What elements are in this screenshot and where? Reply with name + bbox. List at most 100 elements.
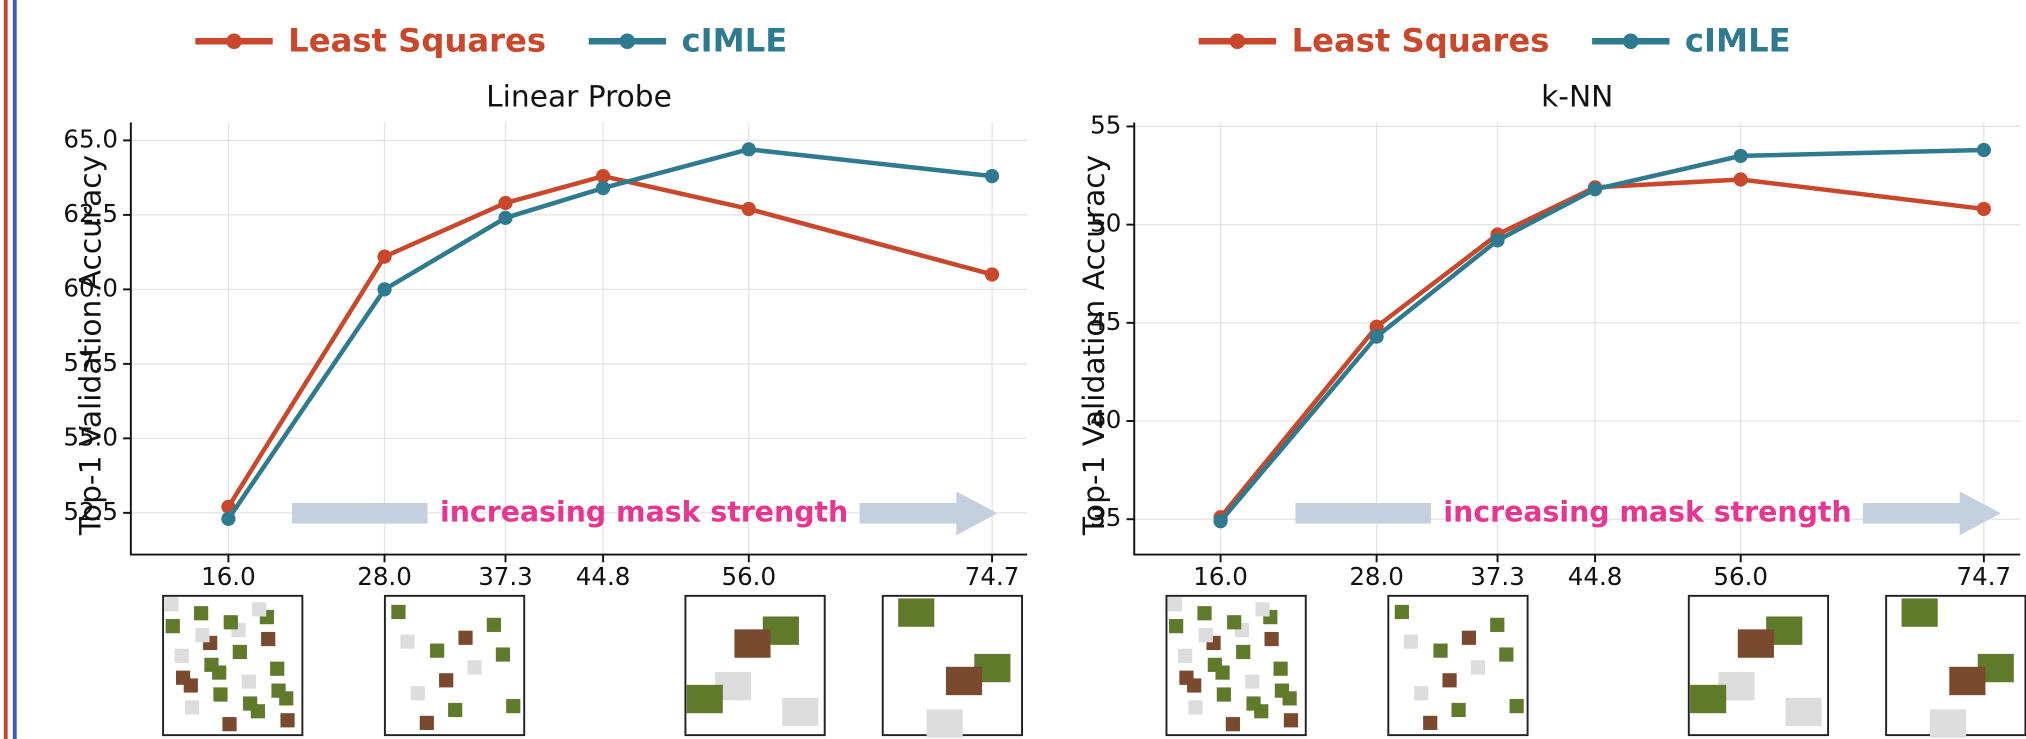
- arrow-shaft: [292, 502, 428, 524]
- y-tick-label: 55: [1090, 110, 1121, 139]
- mask-patch: [945, 666, 983, 696]
- x-tick-label: 28.0: [1349, 562, 1404, 591]
- mask-patch: [506, 699, 521, 714]
- point: [498, 195, 513, 211]
- mask-patch: [1394, 604, 1409, 620]
- x-tick-label: 74.7: [965, 562, 1020, 591]
- mask-patch: [1433, 643, 1448, 658]
- x-tick-label: 56.0: [722, 562, 777, 591]
- point: [595, 180, 611, 196]
- mask-patch: [1188, 700, 1203, 715]
- point: [741, 201, 756, 217]
- mask-patch: [1470, 660, 1486, 675]
- mask-patch: [419, 715, 434, 730]
- mask-patch: [439, 673, 454, 688]
- mask-patch: [1403, 634, 1418, 649]
- point: [1213, 514, 1228, 529]
- y-tick-label: 62.5: [63, 199, 118, 228]
- point: [221, 511, 236, 526]
- mask-patch: [174, 648, 189, 663]
- mask-patch: [495, 647, 511, 662]
- mask-patch: [1423, 715, 1438, 730]
- chart-title: k-NN: [1541, 79, 1613, 114]
- mask-patch: [1901, 598, 1938, 627]
- arrow-head: [859, 491, 998, 536]
- legend-label: cIMLE: [682, 22, 788, 60]
- mask-patch: [1198, 628, 1213, 643]
- mask-patch: [223, 615, 238, 630]
- mask-patch: [898, 598, 935, 627]
- mask-patch: [1949, 666, 1986, 696]
- mask-patch: [1216, 687, 1231, 702]
- mask-patch: [175, 670, 191, 685]
- point: [1369, 319, 1384, 334]
- mask-patch: [232, 644, 247, 660]
- mask-patch: [448, 702, 463, 718]
- mask-patch: [1490, 617, 1505, 632]
- point: [1733, 148, 1748, 164]
- legend-marker: [226, 33, 242, 50]
- mask-patch: [1255, 602, 1270, 617]
- mask-patch: [1929, 709, 1967, 738]
- mask-patch: [185, 700, 200, 715]
- point: [1490, 233, 1505, 248]
- mask-patch: [270, 661, 285, 676]
- mask-patch: [204, 657, 219, 672]
- y-tick-label: 57.5: [63, 348, 118, 377]
- y-axis-label: Top-1 Validation Accuracy: [1076, 155, 1111, 536]
- mask-patch: [1442, 673, 1457, 688]
- y-tick-label: 52.5: [63, 497, 118, 526]
- mask-patch: [410, 686, 425, 701]
- axes-frame: [1133, 122, 2021, 556]
- mask-patch: [1274, 683, 1289, 698]
- y-tick-label: 40: [1090, 405, 1121, 434]
- mask-patch: [1227, 615, 1242, 630]
- y-tick-label: 35: [1090, 503, 1121, 532]
- x-tick-label: 44.8: [1568, 562, 1623, 591]
- point: [1587, 182, 1603, 197]
- mask-patch: [1499, 647, 1514, 662]
- mask-patch: [1246, 696, 1261, 711]
- legend-label: Least Squares: [288, 22, 546, 60]
- y-tick-label: 45: [1090, 307, 1121, 336]
- mask-patch: [271, 683, 286, 698]
- x-tick-label: 16.0: [201, 562, 256, 591]
- arrow-shaft: [1295, 502, 1431, 524]
- mask-patch: [1785, 697, 1822, 727]
- x-tick-label: 44.8: [576, 562, 631, 591]
- mask-patch: [164, 597, 179, 612]
- mask-patch: [252, 602, 267, 617]
- series-line: [226, 147, 993, 521]
- mask-patch: [1207, 657, 1222, 672]
- mask-patch: [467, 660, 482, 675]
- mask-patch: [1283, 713, 1299, 728]
- mask-patch: [1245, 674, 1260, 689]
- x-tick-label: 37.3: [1470, 562, 1525, 591]
- mask-patch: [222, 717, 237, 732]
- point: [984, 169, 1000, 184]
- mask-patch: [165, 619, 180, 634]
- legend-label: cIMLE: [1685, 22, 1791, 60]
- x-tick-label: 28.0: [357, 562, 412, 591]
- legend-marker: [619, 33, 636, 50]
- mask-patch: [1273, 661, 1288, 676]
- mask-patch: [926, 709, 963, 738]
- mask-patch: [391, 604, 406, 620]
- legend-marker: [1229, 33, 1246, 50]
- mask-patch: [243, 696, 258, 711]
- mask-patch: [430, 643, 445, 658]
- point: [377, 249, 392, 264]
- mask-patch: [1167, 597, 1182, 612]
- mask-patch: [1178, 648, 1193, 663]
- point: [1976, 142, 1991, 158]
- point: [1369, 329, 1384, 344]
- mask-patch: [1690, 684, 1727, 714]
- mask-patch: [1264, 631, 1279, 647]
- point: [498, 210, 513, 225]
- mask-patch: [1461, 630, 1477, 645]
- y-tick-label: 55.0: [63, 422, 118, 451]
- mask-patch: [734, 629, 771, 658]
- mask-patch: [1225, 717, 1240, 732]
- axes-frame: [129, 122, 1028, 556]
